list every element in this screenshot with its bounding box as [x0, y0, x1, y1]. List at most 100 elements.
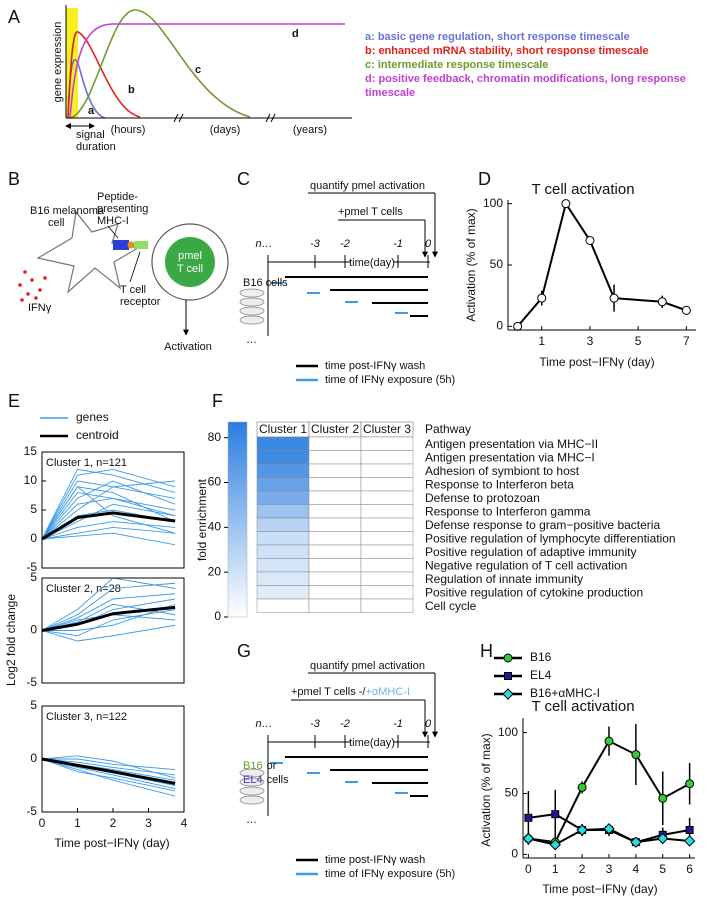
- ifn-dot: [26, 292, 30, 296]
- heatmap-cell: [308, 531, 362, 546]
- legend-label: time of IFNγ exposure (5h): [325, 868, 455, 880]
- heatmap-cell: [360, 571, 414, 586]
- axis-label: duration: [76, 141, 116, 153]
- heatmap-cell: [360, 477, 414, 492]
- receptor-label: T cell: [120, 284, 146, 296]
- ifn-dot: [34, 296, 38, 300]
- plot-frame: [41, 451, 185, 569]
- y-axis-label: Activation (% of max): [479, 733, 493, 846]
- marker: [503, 653, 513, 663]
- unit-bg: [350, 256, 394, 268]
- heatmap-cell: [308, 450, 362, 465]
- legend-label: centroid: [76, 428, 119, 442]
- heatmap-cell: [308, 463, 362, 478]
- x-tick-label: 0: [39, 816, 46, 830]
- x-axis-label: Time post−IFNγ (day): [542, 882, 657, 896]
- heatmap-cell: [308, 544, 362, 559]
- heatmap-cell: [256, 490, 310, 505]
- expression-curve: [67, 31, 141, 119]
- row-header: Pathway: [425, 422, 471, 436]
- x-tick-label: 2: [110, 816, 117, 830]
- row-label: Positive regulation of adaptive immunity: [425, 545, 636, 559]
- gene-line: [41, 758, 176, 792]
- heatmap-cell: [256, 517, 310, 532]
- marker: [657, 297, 667, 307]
- row-label: Adhesion of symbiont to host: [425, 464, 580, 478]
- colorbar-tick-label: 20: [208, 564, 222, 578]
- y-tick-label: 0: [30, 623, 37, 637]
- legend: a: basic gene regulation, short response…: [365, 31, 686, 99]
- legend-label: B16: [530, 650, 552, 664]
- heatmap-cell: [360, 585, 414, 600]
- x-tick-label: 1: [538, 334, 545, 348]
- expression-curve: [69, 9, 251, 119]
- ellipsis: …: [246, 814, 257, 826]
- add-cells-label: +pmel T cells: [338, 206, 403, 218]
- legend-entry: d: positive feedback, chromatin modifica…: [365, 73, 686, 99]
- marker: [585, 235, 595, 245]
- chart-title: Cluster 2, n=28: [46, 583, 121, 595]
- x-tick-label: 3: [145, 816, 152, 830]
- curve-label: c: [195, 64, 201, 76]
- data-line: [41, 605, 176, 632]
- curve-label: b: [128, 84, 135, 96]
- x-tick-label: 4: [633, 862, 640, 876]
- panel-label: G: [237, 641, 251, 661]
- x-tick-label: 5: [635, 334, 642, 348]
- receptor-label: receptor: [120, 296, 161, 308]
- marker: [513, 321, 523, 331]
- heatmap-cell: [256, 504, 310, 519]
- heatmap-cell: [308, 585, 362, 600]
- t-cell-label: T cell: [177, 263, 203, 275]
- dish: [239, 288, 265, 298]
- marker: [604, 736, 614, 746]
- marker: [522, 832, 535, 845]
- panel-label: C: [237, 169, 250, 189]
- heatmap-cell: [360, 463, 414, 478]
- cells-label: B16 cells: [243, 277, 288, 289]
- row-label: Regulation of innate immunity: [425, 572, 583, 586]
- row-label: Positive regulation of cytokine producti…: [425, 585, 643, 599]
- heatmap-cell: [360, 450, 414, 465]
- antibody-text: +αMHC-I: [365, 686, 410, 698]
- dish: [239, 768, 265, 778]
- marker: [685, 779, 695, 789]
- heatmap-cell: [256, 531, 310, 546]
- timeline-label: 0: [425, 718, 432, 730]
- timeline-label: -1: [393, 718, 403, 730]
- heatmap-cell: [256, 598, 310, 613]
- y-tick-label: -5: [26, 804, 37, 818]
- legend-label: B16+αMHC-I: [530, 686, 600, 700]
- t-cell-label: pmel: [178, 250, 202, 262]
- add-cells-label: +pmel T cells -/+αMHC-I: [291, 686, 410, 698]
- gene-line: [41, 492, 176, 540]
- heatmap-cell: [256, 571, 310, 586]
- tcr-pointer: [129, 251, 141, 283]
- marker: [549, 838, 561, 851]
- ifn-dot: [30, 278, 34, 282]
- marker: [577, 782, 587, 792]
- y-tick-label: 0: [511, 847, 518, 861]
- row-label: Cell cycle: [425, 599, 477, 613]
- axis-break: [178, 113, 184, 123]
- heatmap-cell: [360, 490, 414, 505]
- data-line: [41, 511, 176, 541]
- gene-line: [41, 582, 176, 631]
- colorbar-label: fold enrichment: [195, 478, 209, 561]
- gene-line: [41, 758, 176, 776]
- cell-a: B16: [243, 760, 263, 772]
- axis-label: (hours): [111, 124, 146, 136]
- tcr: [134, 241, 148, 249]
- column-label: Cluster 1: [259, 422, 307, 436]
- dish: [239, 297, 265, 307]
- heatmap-cell: [308, 517, 362, 532]
- dish: [239, 315, 265, 325]
- gene-line: [41, 577, 176, 631]
- legend-entry: b: enhanced mRNA stability, short respon…: [365, 45, 649, 57]
- y-tick-label: 100: [483, 196, 503, 210]
- gene-line: [41, 532, 176, 546]
- timeline-label: n…: [255, 718, 272, 730]
- marker: [537, 293, 547, 303]
- row-label: Defense to protozoan: [425, 491, 540, 505]
- marker: [504, 672, 512, 680]
